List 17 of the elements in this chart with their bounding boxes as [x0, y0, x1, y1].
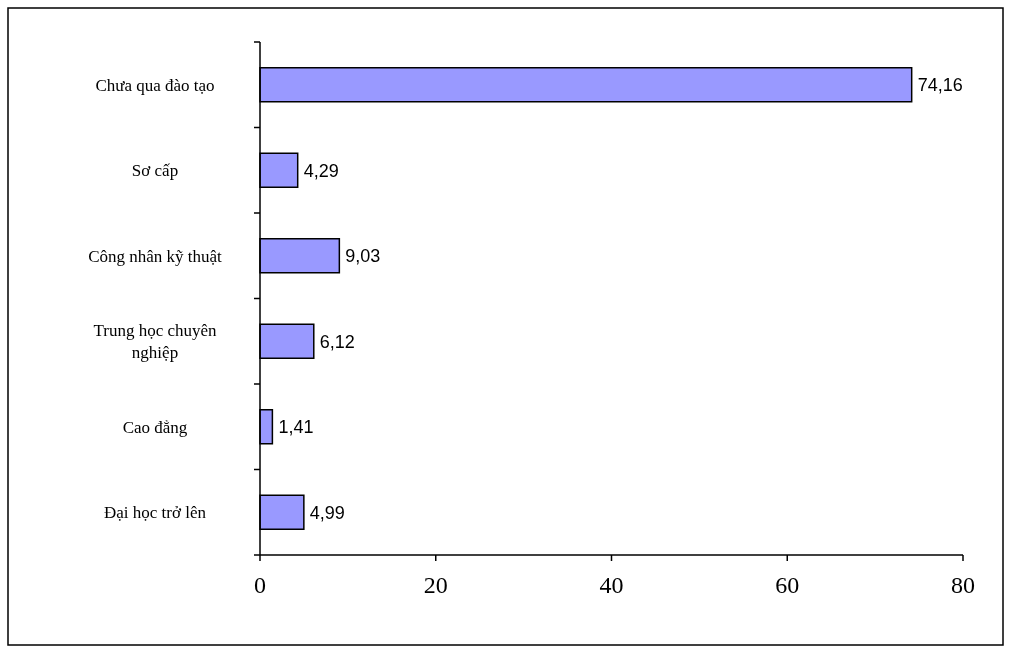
data-label: 1,41: [278, 417, 314, 438]
data-label: 74,16: [917, 75, 963, 96]
x-tick-label: 0: [254, 572, 266, 598]
x-tick-label: 80: [951, 572, 975, 598]
y-tick-label: Chưa qua đào tạo: [95, 75, 215, 95]
data-label: 6,12: [319, 331, 355, 352]
x-tick-label: 40: [599, 572, 624, 598]
x-tick-label: 20: [423, 572, 448, 598]
x-tick-label: 60: [775, 572, 800, 598]
y-tick-label: Trung học chuyên nghiệp: [93, 321, 218, 363]
y-tick-label: Công nhân kỹ thuật: [88, 246, 223, 266]
y-tick-label: Sơ cấp: [131, 161, 179, 181]
data-label: 4,99: [309, 502, 345, 523]
data-label: 9,03: [345, 246, 381, 267]
y-tick-label: Đại học trở lên: [104, 503, 207, 523]
data-label: 4,29: [303, 160, 339, 181]
y-tick-label: Cao đẳng: [122, 417, 188, 437]
